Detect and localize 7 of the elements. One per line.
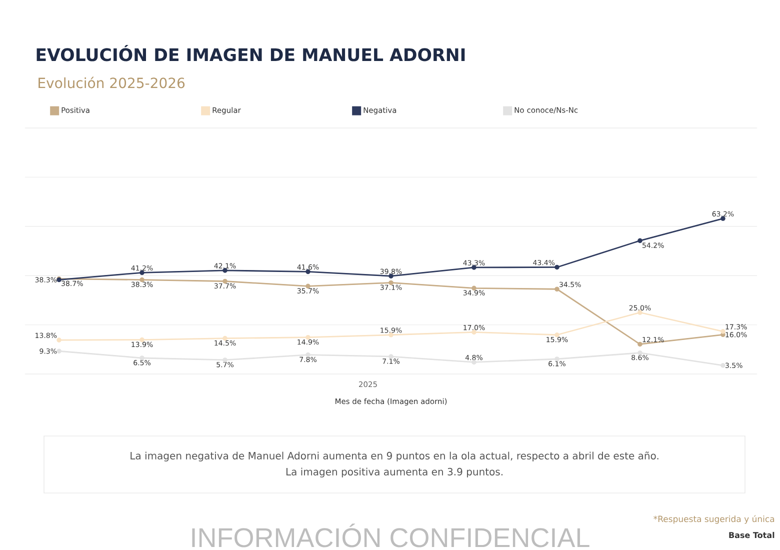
chart-subtitle: Evolución 2025-2026 (38, 76, 185, 88)
text: *Respuesta sugerida y única (654, 515, 774, 524)
text: INFORMACIÓN CONFIDENCIAL (192, 524, 590, 548)
text: Base Total (729, 532, 774, 538)
text: La imagen positiva aumenta en 3.9 puntos. (286, 468, 502, 478)
chart-title: EVOLUCIÓN DE IMAGEN DE MANUEL ADORNI (36, 44, 465, 62)
text: La imagen negativa de Manuel Adorni aumenta en 9 puntos en la ola actual, respecto a abril de este año. (130, 452, 658, 462)
